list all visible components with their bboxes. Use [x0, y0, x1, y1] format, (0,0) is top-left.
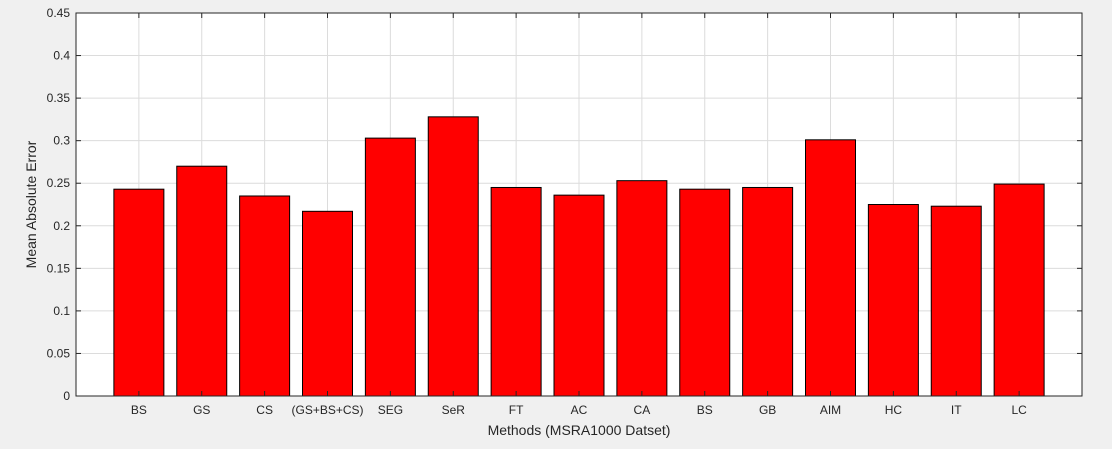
y-tick-label: 0 — [63, 389, 70, 403]
y-tick-label: 0.2 — [53, 219, 70, 233]
x-tick-label: (GS+BS+CS) — [291, 403, 363, 417]
bar — [679, 188, 731, 397]
y-tick-label: 0.4 — [53, 49, 70, 63]
bar — [239, 195, 291, 397]
y-tick-label: 0.15 — [47, 261, 71, 275]
y-tick-label: 0.3 — [53, 134, 70, 148]
x-tick-label: GS — [193, 403, 210, 417]
x-tick-label: AIM — [820, 403, 841, 417]
x-tick-label: CA — [634, 403, 651, 417]
x-tick-label: BS — [131, 403, 147, 417]
bar — [302, 210, 353, 397]
y-tick-label: 0.35 — [47, 91, 71, 105]
x-tick-label: LC — [1011, 403, 1027, 417]
y-axis-ticks: 0 0.05 0.1 0.15 0.2 0.25 0.3 0.35 0.4 0.45 — [47, 6, 1082, 403]
bar — [427, 116, 479, 397]
bar — [993, 183, 1045, 397]
bar — [805, 139, 856, 397]
x-axis-ticks: BS GS CS (GS+BS+CS) SEG SeR FT AC CA BS GB AIM HC IT L… — [131, 13, 1027, 417]
y-tick-label: 0.1 — [53, 304, 70, 318]
bar — [176, 165, 228, 397]
x-tick-label: BS — [697, 403, 713, 417]
bar — [553, 194, 605, 397]
bar — [867, 204, 919, 397]
x-tick-label: GB — [759, 403, 776, 417]
x-tick-label: CS — [256, 403, 273, 417]
bar — [490, 186, 542, 397]
x-tick-label: HC — [885, 403, 903, 417]
bar — [364, 137, 416, 397]
x-axis-label: Methods (MSRA1000 Datset) — [488, 422, 671, 438]
y-axis-label: Mean Absolute Error — [23, 140, 39, 268]
x-tick-label: IT — [951, 403, 962, 417]
x-tick-label: AC — [571, 403, 588, 417]
bar — [113, 188, 165, 397]
x-tick-label: SeR — [442, 403, 466, 417]
bar — [930, 205, 982, 397]
x-tick-label: SEG — [378, 403, 403, 417]
bar — [742, 186, 794, 397]
bars — [113, 116, 1045, 397]
y-tick-label: 0.05 — [47, 346, 71, 360]
bar — [616, 180, 668, 397]
y-tick-label: 0.25 — [47, 176, 71, 190]
x-tick-label: FT — [509, 403, 524, 417]
y-tick-label: 0.45 — [47, 6, 71, 20]
